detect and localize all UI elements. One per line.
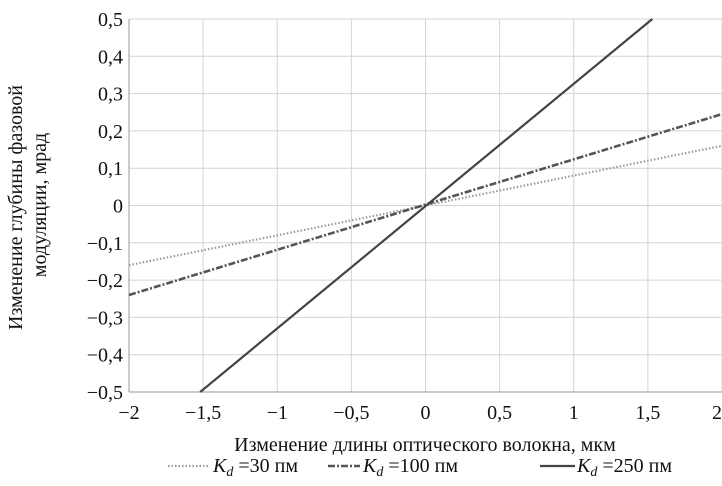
y-axis-title: Изменение глубины фазовой модуляции, мра…: [5, 80, 51, 330]
x-tick-label: −0,5: [333, 402, 369, 424]
y-axis-title-line-2: модуляции, мрад: [29, 133, 51, 277]
series-group: [128, 18, 722, 393]
x-tick-label: 1: [569, 402, 579, 424]
y-axis-title-line-1: Изменение глубины фазовой: [5, 85, 27, 330]
x-tick-label: 0: [421, 402, 431, 424]
x-tick-label: −2: [118, 402, 139, 424]
legend-symbol: K: [212, 455, 228, 477]
legend-label-1: Kd =30 пм: [212, 455, 298, 480]
legend-symbol: K: [362, 455, 378, 477]
x-tick-label: −1: [267, 402, 288, 424]
y-tick-label: 0: [113, 196, 123, 218]
y-tick-label: −0,2: [87, 270, 123, 292]
legend-label-2: Kd =100 пм: [362, 455, 458, 480]
legend-subscript: d: [590, 465, 598, 480]
legend-symbol: K: [576, 455, 592, 477]
x-tick-label: 0,5: [487, 402, 512, 424]
y-tick-label: 0,2: [98, 121, 123, 143]
x-tick-labels: −2 −1,5 −1 −0,5 0 0,5 1 1,5 2: [118, 402, 722, 424]
y-tick-label: −0,4: [87, 345, 123, 367]
legend-subscript: d: [226, 465, 234, 480]
y-tick-labels: 0,5 0,4 0,3 0,2 0,1 0 −0,1 −0,2 −0,3 −0,4 −0,5: [87, 9, 123, 404]
x-axis-title: Изменение длины оптического волокна, мкм: [234, 434, 616, 456]
series-line-3: [199, 18, 654, 393]
y-tick-label: 0,1: [98, 158, 123, 180]
legend-subscript: d: [376, 465, 384, 480]
y-tick-label: 0,4: [98, 46, 123, 68]
x-tick-label: 2: [712, 402, 722, 424]
y-tick-label: 0,3: [98, 84, 123, 106]
series-line-2: [128, 112, 722, 297]
x-tick-label: 1,5: [635, 402, 660, 424]
y-tick-label: 0,5: [98, 9, 123, 31]
x-tick-label: −1,5: [185, 402, 221, 424]
y-tick-label: −0,1: [87, 233, 123, 255]
legend-label-3: Kd =250 пм: [576, 455, 672, 480]
legend-value: =30 пм: [233, 455, 298, 477]
y-tick-label: −0,3: [87, 307, 123, 329]
plot-frame: [128, 19, 722, 393]
legend-value: =100 пм: [383, 455, 458, 477]
legend-value: =250 пм: [597, 455, 672, 477]
y-tick-label: −0,5: [87, 382, 123, 404]
legend: Kd =30 пм Kd =100 пм Kd =250 пм: [168, 455, 672, 480]
